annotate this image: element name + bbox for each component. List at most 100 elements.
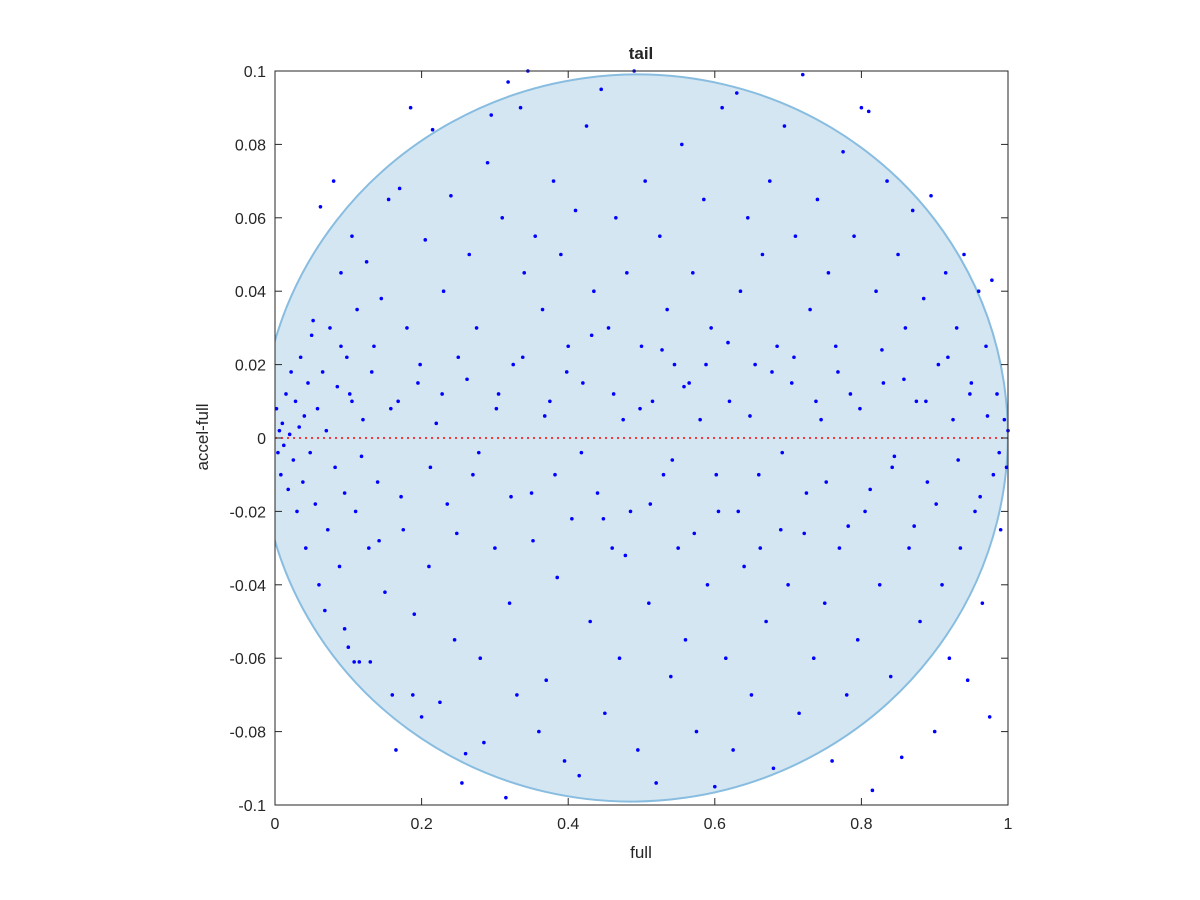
data-point (566, 344, 570, 349)
data-point (325, 527, 330, 532)
data-point (734, 91, 739, 95)
data-point (291, 458, 296, 462)
data-point (789, 381, 794, 385)
data-point (367, 546, 371, 550)
data-point (709, 326, 713, 330)
data-point (694, 729, 699, 734)
data-point (665, 307, 669, 312)
data-point (881, 381, 886, 385)
data-point (441, 289, 446, 294)
data-point (705, 583, 710, 587)
data-point (819, 417, 823, 422)
data-point (449, 193, 453, 198)
data-point (870, 788, 875, 793)
data-point (610, 546, 614, 550)
x-tick-label: 0 (271, 816, 280, 833)
data-point (775, 344, 779, 349)
data-point (914, 399, 919, 404)
data-point (978, 494, 982, 499)
data-point (352, 660, 356, 664)
data-point (430, 127, 435, 132)
data-point (611, 392, 616, 396)
data-point (537, 729, 541, 734)
data-point (946, 355, 950, 360)
data-point (638, 406, 642, 411)
data-point (691, 271, 695, 275)
data-point (375, 480, 380, 484)
data-point (500, 216, 505, 220)
data-point (529, 491, 534, 495)
data-point (489, 113, 494, 117)
data-point (342, 491, 347, 495)
data-point (577, 773, 581, 778)
ellipse-region-layer (275, 73, 1008, 803)
data-point (320, 370, 325, 374)
data-point (844, 693, 849, 697)
data-point (317, 583, 321, 587)
y-tick-label: 0 (257, 431, 266, 448)
data-point (980, 601, 985, 605)
data-point (786, 583, 790, 587)
y-tick-label: 0.08 (235, 137, 266, 154)
data-point (434, 421, 439, 426)
data-point (727, 399, 732, 404)
data-point (745, 216, 750, 220)
data-point (493, 546, 497, 550)
data-point (985, 414, 990, 418)
data-point (423, 238, 428, 242)
data-point (804, 491, 809, 495)
data-point (337, 564, 342, 569)
x-axis-label: full (630, 843, 652, 862)
data-point (335, 384, 340, 389)
data-point (990, 278, 994, 282)
data-point (274, 406, 279, 411)
x-tick-label: 0.2 (410, 816, 432, 833)
data-point (811, 656, 816, 660)
data-point (303, 546, 308, 550)
data-point (903, 326, 908, 330)
data-point (346, 645, 351, 649)
data-point (588, 619, 592, 624)
data-point (386, 197, 391, 202)
data-point (595, 491, 600, 495)
data-point (912, 524, 916, 528)
data-point (824, 480, 829, 484)
data-point (756, 472, 761, 477)
data-point (440, 392, 444, 396)
data-point (507, 601, 512, 605)
data-point (467, 252, 472, 257)
data-point (377, 538, 381, 543)
data-point (328, 326, 332, 330)
data-point (676, 546, 680, 550)
data-point (654, 781, 658, 785)
data-point (720, 105, 724, 110)
data-point (603, 711, 607, 716)
data-point (956, 458, 960, 462)
data-point (764, 619, 768, 624)
data-point (808, 307, 812, 312)
data-point (412, 612, 417, 616)
data-point (698, 417, 702, 422)
data-point (660, 348, 664, 352)
data-point (670, 458, 675, 462)
x-tick-labels: 0 0.2 0.4 0.6 0.8 1 (271, 816, 1013, 833)
data-point (347, 392, 352, 396)
data-point (929, 193, 933, 198)
data-point (947, 656, 952, 660)
data-point (921, 296, 926, 301)
data-point (284, 392, 288, 396)
data-point (802, 531, 807, 536)
data-point (323, 608, 327, 613)
data-point (943, 271, 948, 275)
data-point (702, 197, 706, 202)
data-point (369, 370, 374, 374)
data-point (302, 414, 307, 418)
data-point (277, 428, 282, 433)
data-point (540, 307, 545, 312)
data-point (399, 494, 403, 499)
data-point (372, 344, 376, 349)
data-point (736, 509, 741, 514)
data-point (885, 179, 889, 183)
